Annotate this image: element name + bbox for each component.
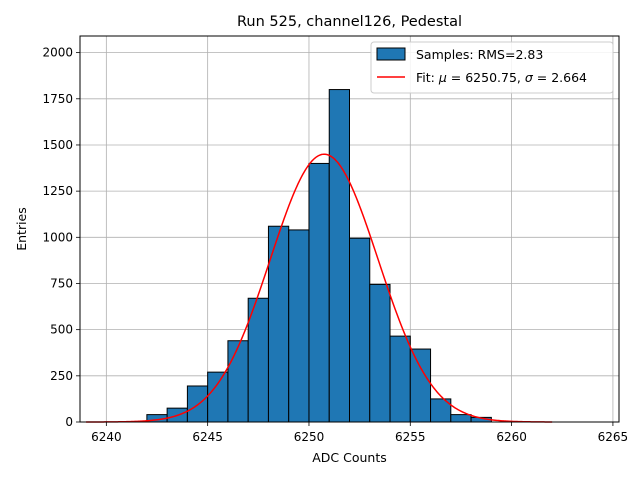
x-tick-label: 6250 [294,430,325,444]
legend-fit-mu-symbol: μ [438,70,447,85]
legend-fit-sigma-value: = 2.664 [533,70,587,85]
chart-title: Run 525, channel126, Pedestal [237,14,462,30]
x-tick-label: 6240 [91,430,122,444]
x-tick-label: 6255 [395,430,426,444]
legend-histogram-swatch [376,47,406,61]
y-axis-ticks: 0 250 500 750 1000 1250 1500 1750 2000 [42,46,80,429]
histogram-bar [349,237,371,423]
legend-fit-prefix: Fit: [416,70,439,85]
fit-curve [86,153,553,423]
histogram-bars [146,89,492,423]
histogram-bar [247,297,269,423]
y-tick-label: 250 [50,369,73,383]
y-tick-label: 1000 [42,230,73,244]
legend-box [370,41,614,94]
legend-histogram-label: Samples: RMS=2.83 [416,47,543,62]
x-axis-ticks: 6240 6245 6250 6255 6260 6265 [91,422,628,444]
histogram-bar [207,371,229,423]
histogram-bar [328,89,351,423]
histogram-bar [389,335,411,423]
histogram-bar [369,283,391,423]
y-tick-label: 0 [65,415,73,429]
y-tick-label: 2000 [42,46,73,60]
x-tick-label: 6260 [496,430,527,444]
legend: Samples: RMS=2.83 Fit: μ = 6250.75, σ = … [370,41,614,94]
legend-fit-mu-value: = 6250.75, [447,70,525,85]
fit-curve-group [86,153,553,423]
histogram-bar [308,162,330,423]
y-axis-label: Entries [14,207,29,251]
y-tick-label: 1250 [42,184,73,198]
x-axis-label: ADC Counts [312,450,387,465]
histogram-bar [409,348,432,423]
legend-fit-sigma-symbol: σ [525,70,534,85]
histogram-bar [450,414,472,423]
y-tick-label: 750 [50,276,73,290]
histogram-bar [227,340,249,423]
plot-frame [79,35,620,423]
histogram-bar [288,229,310,423]
y-tick-label: 500 [50,323,73,337]
x-tick-label: 6265 [598,430,629,444]
legend-fit-label: Fit: μ = 6250.75, σ = 2.664 [416,70,587,85]
y-tick-label: 1500 [42,138,73,152]
x-tick-label: 6245 [192,430,223,444]
y-tick-label: 1750 [42,92,73,106]
